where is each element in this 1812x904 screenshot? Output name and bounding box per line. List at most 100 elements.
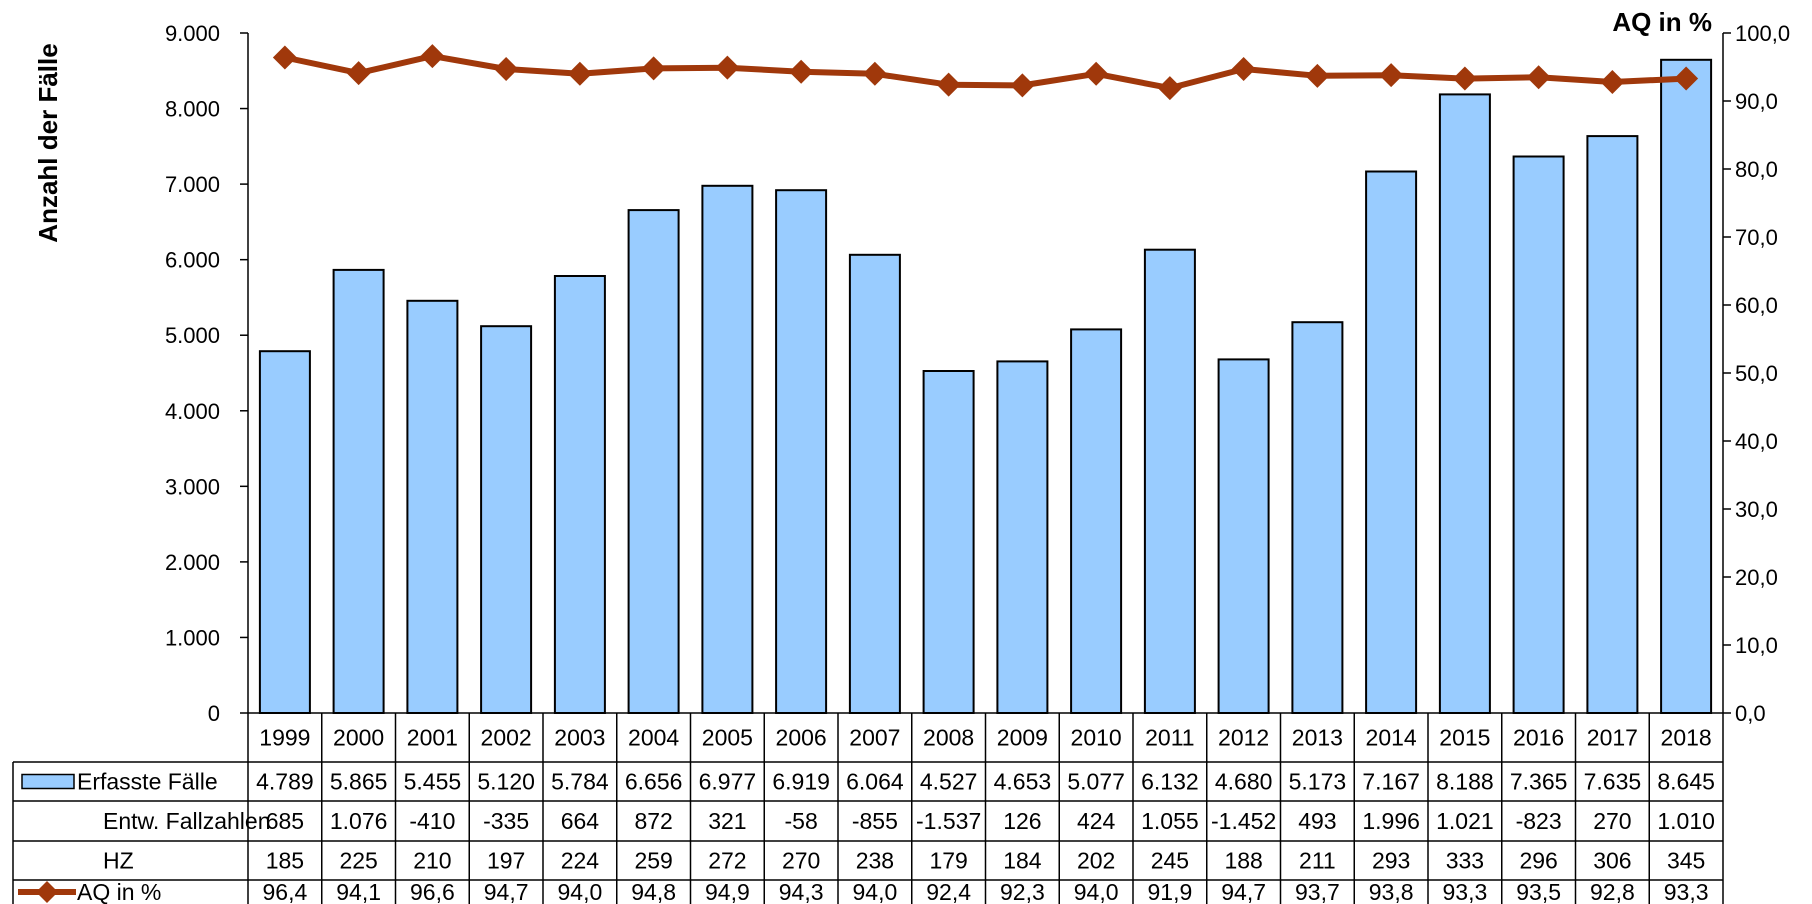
axes-layer: 0 1.000 2.000 3.000 4.000 5.000 6.000 7.000 8.00… bbox=[165, 21, 1790, 726]
table-cell: -855 bbox=[852, 808, 898, 834]
table-cell: 6.919 bbox=[772, 769, 830, 795]
y2-tick-label: 10,0 bbox=[1735, 633, 1778, 658]
bar-2005 bbox=[701, 184, 754, 715]
y-axis-title: Anzahl der Fälle bbox=[33, 43, 63, 242]
aq-point-2005 bbox=[715, 55, 740, 80]
table-cell: 4.653 bbox=[994, 769, 1052, 795]
y-tick-label: 9.000 bbox=[165, 21, 220, 46]
table-cell: 225 bbox=[339, 848, 377, 874]
table-cell: 210 bbox=[413, 848, 451, 874]
category-label: 2015 bbox=[1439, 725, 1490, 751]
table-cell: 4.680 bbox=[1215, 769, 1273, 795]
bar-2004 bbox=[627, 209, 680, 714]
table-cell: 92,3 bbox=[1000, 879, 1045, 904]
category-label: 2018 bbox=[1661, 725, 1712, 751]
table-cell: 872 bbox=[634, 808, 672, 834]
legend-diamond-swatch bbox=[36, 881, 58, 903]
table-cell: 5.077 bbox=[1067, 769, 1125, 795]
aq-series-line bbox=[284, 53, 1687, 92]
table-cell: 93,7 bbox=[1295, 879, 1340, 904]
bar-2002 bbox=[480, 325, 533, 714]
table-cell: 5.865 bbox=[330, 769, 388, 795]
table-cell: 493 bbox=[1298, 808, 1336, 834]
table-cell: 7.365 bbox=[1510, 769, 1568, 795]
table-cell: 93,5 bbox=[1516, 879, 1561, 904]
category-label: 2003 bbox=[554, 725, 605, 751]
bar-2006 bbox=[775, 189, 828, 714]
table-cell: 1.055 bbox=[1141, 808, 1199, 834]
table-cell: 188 bbox=[1224, 848, 1262, 874]
category-label: 2012 bbox=[1218, 725, 1269, 751]
bar-2007 bbox=[848, 253, 901, 715]
y-tick-label: 2.000 bbox=[165, 550, 220, 575]
category-label: 2004 bbox=[628, 725, 679, 751]
bar-2000 bbox=[332, 268, 385, 714]
bars-layer bbox=[258, 58, 1713, 715]
aq-line-layer bbox=[272, 44, 1699, 101]
bar-2001 bbox=[406, 299, 459, 714]
table-cell: 96,6 bbox=[410, 879, 455, 904]
category-label: 2014 bbox=[1366, 725, 1417, 751]
bar-2003 bbox=[553, 275, 606, 714]
aq-point-2016 bbox=[1526, 65, 1551, 90]
table-cell: 424 bbox=[1077, 808, 1116, 834]
table-cell: 8.645 bbox=[1657, 769, 1715, 795]
bar-2016 bbox=[1512, 155, 1565, 714]
table-cell: 6.064 bbox=[846, 769, 904, 795]
category-label: 2005 bbox=[702, 725, 753, 751]
table-cell: -1.452 bbox=[1211, 808, 1276, 834]
y2-axis-title: AQ in % bbox=[1612, 7, 1712, 37]
y2-tick-label: 90,0 bbox=[1735, 89, 1778, 114]
bar-2009 bbox=[996, 360, 1049, 714]
table-cell: -823 bbox=[1516, 808, 1562, 834]
category-label: 2006 bbox=[776, 725, 827, 751]
category-label: 2009 bbox=[997, 725, 1048, 751]
table-cell: 8.188 bbox=[1436, 769, 1494, 795]
bar-1999 bbox=[258, 350, 311, 714]
y2-tick-label: 0,0 bbox=[1735, 701, 1766, 726]
bar-2010 bbox=[1070, 328, 1123, 714]
row-label: HZ bbox=[103, 848, 134, 874]
aq-point-1999 bbox=[272, 45, 297, 70]
table-cell: 5.120 bbox=[477, 769, 535, 795]
table-cell: -58 bbox=[785, 808, 818, 834]
table-cell: 92,8 bbox=[1590, 879, 1635, 904]
y2-tick-label: 20,0 bbox=[1735, 565, 1778, 590]
y2-tick-label: 30,0 bbox=[1735, 497, 1778, 522]
table-cell: 94,0 bbox=[1074, 879, 1119, 904]
table-cell: 238 bbox=[856, 848, 894, 874]
aq-point-2010 bbox=[1084, 61, 1109, 86]
bar-2018 bbox=[1660, 58, 1713, 715]
aq-point-2011 bbox=[1157, 76, 1182, 101]
bar-2011 bbox=[1143, 248, 1196, 714]
table-cell: 293 bbox=[1372, 848, 1410, 874]
table-cell: 259 bbox=[634, 848, 672, 874]
aq-point-2018 bbox=[1674, 66, 1699, 91]
table-cell: -410 bbox=[409, 808, 455, 834]
legend-bar-swatch bbox=[21, 773, 75, 790]
table-cell: 94,8 bbox=[631, 879, 676, 904]
table-cell: 245 bbox=[1151, 848, 1189, 874]
table-cell: 664 bbox=[561, 808, 600, 834]
aq-point-2017 bbox=[1600, 69, 1625, 94]
y2-tick-label: 100,0 bbox=[1735, 21, 1790, 46]
aq-point-2002 bbox=[494, 57, 519, 82]
table-cell: 224 bbox=[561, 848, 600, 874]
table-cell: 1.076 bbox=[330, 808, 388, 834]
category-label: 2017 bbox=[1587, 725, 1638, 751]
table-cell: 211 bbox=[1299, 848, 1336, 874]
table-cell: 7.635 bbox=[1584, 769, 1642, 795]
y-tick-label: 4.000 bbox=[165, 399, 220, 424]
y-tick-label: 6.000 bbox=[165, 248, 220, 273]
y2-tick-label: 40,0 bbox=[1735, 429, 1778, 454]
table-cell: -335 bbox=[483, 808, 529, 834]
table-cell: 92,4 bbox=[926, 879, 971, 904]
table-cell: 7.167 bbox=[1362, 769, 1420, 795]
table-cell: 6.977 bbox=[699, 769, 757, 795]
aq-point-2014 bbox=[1379, 63, 1404, 88]
y-tick-label: 1.000 bbox=[165, 625, 220, 650]
aq-point-2000 bbox=[346, 61, 371, 86]
table-cell: 6.132 bbox=[1141, 769, 1199, 795]
bar-2008 bbox=[922, 370, 975, 714]
